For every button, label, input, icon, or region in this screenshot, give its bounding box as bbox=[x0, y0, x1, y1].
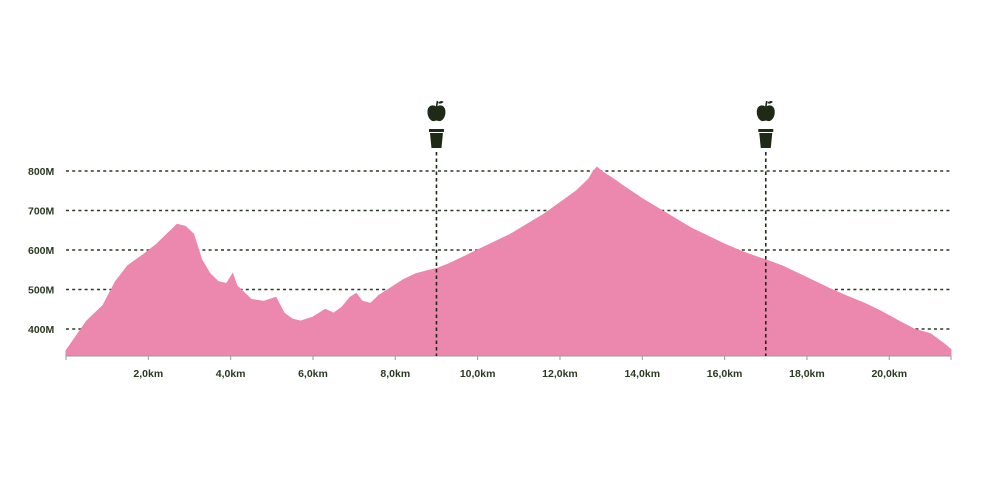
aid-stations bbox=[427, 100, 775, 356]
x-tick-label: 18,0km bbox=[789, 368, 825, 380]
y-tick-label: 500M bbox=[28, 285, 55, 297]
elevation-area-path bbox=[65, 166, 952, 357]
cup-body bbox=[759, 133, 773, 148]
cup-icon bbox=[428, 129, 444, 148]
x-tick-label: 14,0km bbox=[624, 368, 660, 380]
x-tick-label: 2,0km bbox=[133, 368, 163, 380]
x-tick-label: 16,0km bbox=[707, 368, 743, 380]
x-tick-label: 4,0km bbox=[216, 368, 246, 380]
y-tick-label: 600M bbox=[28, 245, 55, 257]
aid-station bbox=[756, 100, 775, 356]
apple-stem bbox=[764, 100, 768, 108]
cup-rim bbox=[428, 129, 444, 132]
y-tick-label: 400M bbox=[28, 324, 55, 336]
cup-body bbox=[429, 133, 443, 148]
x-tick-label: 20,0km bbox=[871, 368, 907, 380]
apple-body bbox=[427, 105, 446, 122]
x-tick-label: 10,0km bbox=[460, 368, 496, 380]
apple-leaf bbox=[437, 101, 444, 104]
apple-stem bbox=[435, 100, 439, 108]
elevation-area bbox=[65, 166, 952, 357]
x-tick-label: 12,0km bbox=[542, 368, 578, 380]
apple-icon bbox=[427, 100, 446, 122]
y-tick-label: 700M bbox=[28, 206, 55, 218]
y-axis: 400M 500M 600M 700M 800M bbox=[28, 166, 55, 336]
x-tick-label: 6,0km bbox=[298, 368, 328, 380]
apple-icon bbox=[756, 100, 775, 122]
apple-body bbox=[756, 105, 775, 122]
y-tick-label: 800M bbox=[28, 166, 55, 178]
cup-rim bbox=[758, 129, 774, 132]
x-tick-label: 8,0km bbox=[380, 368, 410, 380]
x-axis: 2,0km 4,0km 6,0km 8,0km 10,0km 12,0km 14,0km 16… bbox=[65, 355, 952, 380]
apple-leaf bbox=[767, 101, 773, 104]
aid-station bbox=[427, 100, 446, 356]
cup-icon bbox=[758, 129, 774, 148]
